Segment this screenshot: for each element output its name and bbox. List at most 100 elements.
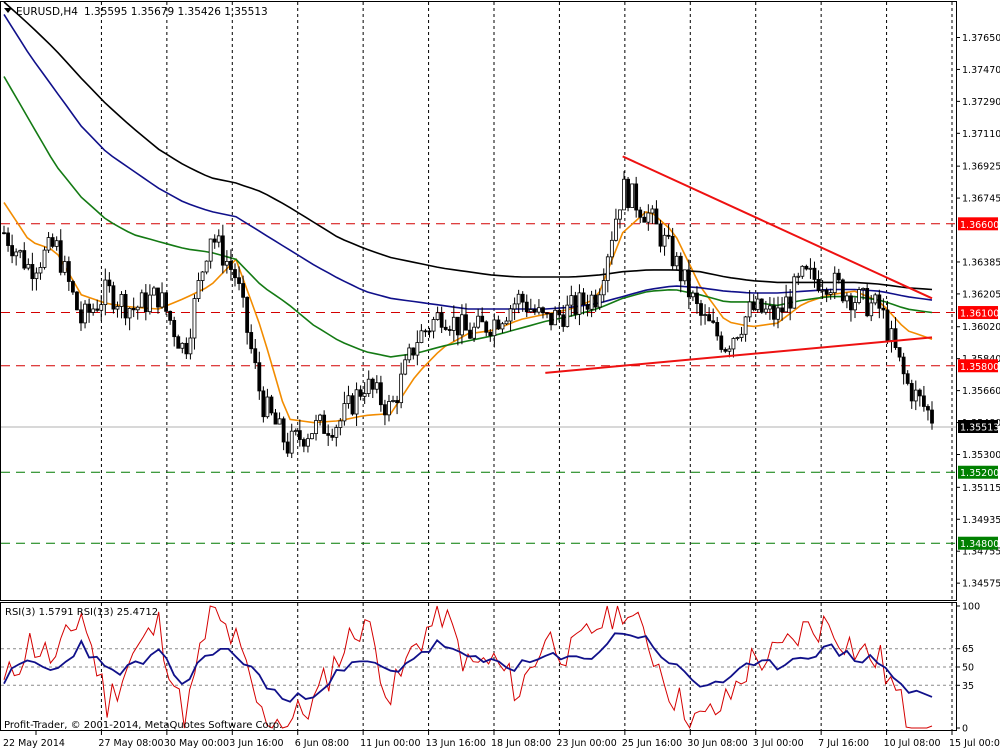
candle-body <box>719 335 724 350</box>
candle-body <box>269 396 274 414</box>
candle-body <box>658 223 663 247</box>
candle-body <box>196 280 201 299</box>
candle-body <box>443 326 448 330</box>
candle-body <box>763 308 768 313</box>
rsi-level-label: 50 <box>962 663 974 674</box>
candle-body <box>739 333 744 338</box>
candle-body <box>626 178 630 208</box>
price-tick-label: 1.36020 <box>962 322 1000 333</box>
candle-body <box>370 378 375 390</box>
candle-body <box>135 306 140 311</box>
candle-body <box>776 307 780 320</box>
price-tick-label: 1.34755 <box>962 547 1000 558</box>
candle-body <box>131 308 136 311</box>
rsi-lines <box>3 605 933 729</box>
candle-body <box>500 323 505 330</box>
candle-body <box>127 308 132 319</box>
rsi-line <box>3 632 933 703</box>
trend-line[interactable] <box>622 155 933 300</box>
candle-body <box>820 289 825 292</box>
price-tick-label: 1.34935 <box>962 515 1000 526</box>
time-label: 10 Jul 08:00 <box>884 738 941 749</box>
level-tag-box <box>958 465 998 479</box>
candle-body <box>573 295 578 315</box>
candle-body <box>561 314 566 327</box>
price-tick-label: 1.35115 <box>962 483 1000 494</box>
candle-body <box>310 433 314 440</box>
time-axis[interactable]: 22 May 2014 27 May 08:00 30 May 00:00 3 Jun… <box>3 731 1000 749</box>
candle-body <box>318 414 322 421</box>
candle-body <box>115 306 120 310</box>
level-tag-text: 1.34800 <box>960 539 999 550</box>
candle-body <box>609 239 614 258</box>
time-label: 15 Jul 00:00 <box>949 738 1000 749</box>
candle-body <box>759 298 764 313</box>
time-label: 30 May 00:00 <box>164 738 229 749</box>
candle-body <box>164 292 168 312</box>
candle-body <box>836 272 841 281</box>
trend-lines[interactable] <box>545 155 933 374</box>
candle-body <box>597 294 602 308</box>
time-label: 3 Jul 00:00 <box>753 738 804 749</box>
candle-body <box>391 400 395 402</box>
candle-body <box>654 208 659 225</box>
candle-body <box>172 320 177 338</box>
candle-body <box>581 292 586 306</box>
candle-body <box>755 298 760 310</box>
candle-body <box>520 293 525 303</box>
candle-body <box>516 293 521 305</box>
candle-body <box>512 303 517 310</box>
candle-body <box>261 390 266 418</box>
candle-body <box>585 304 590 310</box>
candle-body <box>553 309 558 326</box>
candle-body <box>403 359 408 375</box>
candle-body <box>646 212 651 223</box>
level-tags: 1.36600 1.36100 1.35800 1.35200 1.34800 <box>958 217 999 550</box>
triangle-down-icon[interactable] <box>4 8 12 13</box>
candle-body <box>504 320 509 325</box>
price-tick-label: 1.37110 <box>962 129 1000 140</box>
price-axis[interactable]: 1.37650 1.37470 1.37290 1.37110 1.36925 1.367… <box>956 33 1000 590</box>
candle-body <box>557 309 562 316</box>
price-tick-label: 1.36205 <box>962 289 1000 300</box>
candle-body <box>91 308 96 313</box>
time-label: 25 Jun 16:00 <box>622 738 682 749</box>
candle-body <box>800 265 805 277</box>
candle-body <box>844 295 849 302</box>
rsi-level-label: 100 <box>962 602 980 613</box>
horizontal-levels <box>1 223 956 544</box>
trend-line[interactable] <box>545 336 933 374</box>
candle-body <box>99 304 104 311</box>
candle-body <box>460 314 464 336</box>
symbol-menu[interactable]: EURUSD,H4 <box>4 6 78 18</box>
price-tick-label: 1.36925 <box>962 162 1000 173</box>
candle-body <box>796 275 801 278</box>
candle-body <box>383 404 387 416</box>
candle-body <box>857 289 861 303</box>
time-label: 22 May 2014 <box>3 738 65 749</box>
candle-body <box>83 303 87 324</box>
candle-body <box>50 237 55 247</box>
candle-body <box>66 261 71 282</box>
candle-body <box>824 289 829 295</box>
symbol-label: EURUSD,H4 <box>16 6 78 18</box>
price-tick-label: 1.36745 <box>962 194 1000 205</box>
candle-body <box>245 296 250 333</box>
candle-body <box>192 298 197 339</box>
candle-body <box>338 420 343 428</box>
candle-body <box>415 342 420 356</box>
candle-body <box>281 418 286 443</box>
candle-body <box>832 272 837 294</box>
candle-body <box>38 267 43 274</box>
time-label: 11 Jun 00:00 <box>360 738 420 749</box>
candle-body <box>768 305 772 310</box>
time-label: 30 Jun 08:00 <box>687 738 747 749</box>
rsi-level-label: 0 <box>962 724 968 735</box>
candle-body <box>354 389 359 415</box>
candle-body <box>691 292 695 298</box>
price-tick-label: 1.37650 <box>962 33 1000 44</box>
candle-body <box>160 292 164 308</box>
candle-body <box>6 232 10 246</box>
candle-body <box>921 395 926 407</box>
